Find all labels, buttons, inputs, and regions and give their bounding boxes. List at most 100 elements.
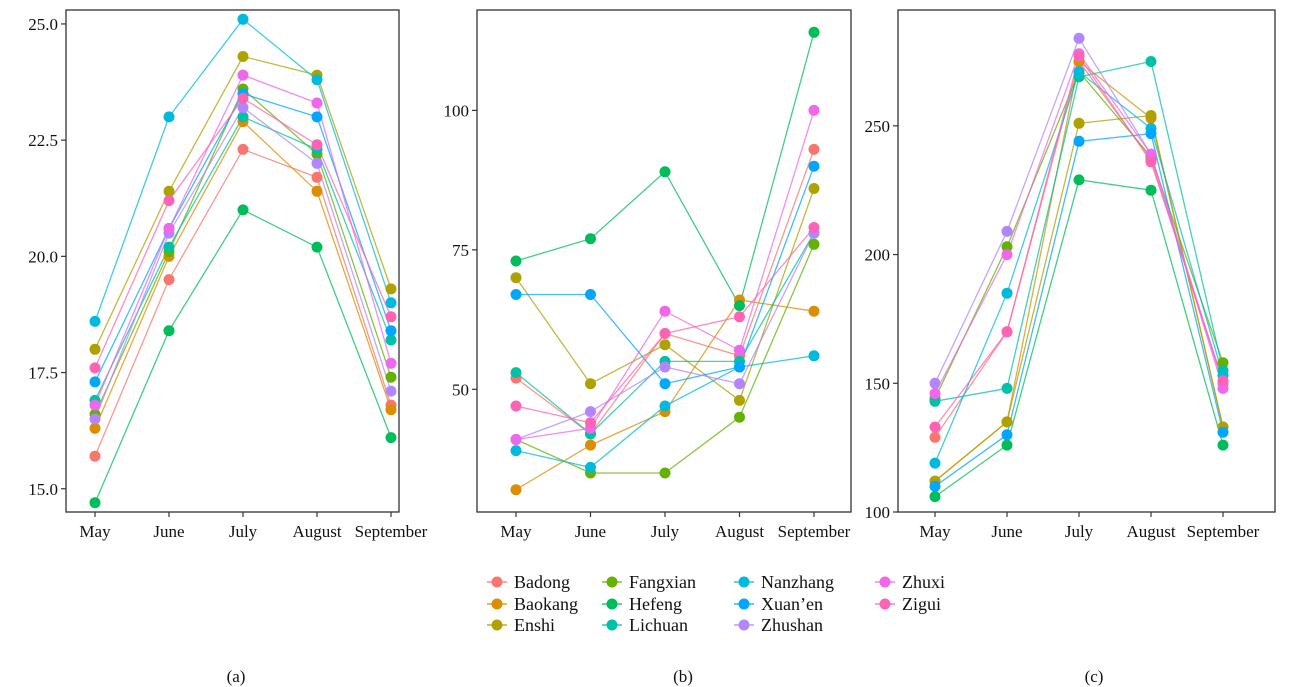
data-point (585, 289, 596, 300)
legend-dot-swatch (491, 598, 503, 610)
data-point (1145, 156, 1157, 168)
data-point (311, 185, 323, 197)
data-point (163, 195, 175, 207)
y-tick-label: 100 (444, 101, 470, 120)
data-point (311, 157, 323, 169)
x-tick-label: July (651, 522, 680, 541)
data-point (89, 422, 101, 434)
data-point (585, 406, 596, 418)
x-tick-label: August (715, 522, 764, 541)
data-point (163, 223, 175, 234)
data-point (659, 339, 671, 351)
data-point (510, 272, 522, 284)
legend-item: Xuan’en (734, 594, 823, 614)
legend-dot-swatch (491, 576, 503, 588)
y-tick-label: 75 (452, 241, 469, 260)
data-point (163, 111, 175, 123)
data-point (89, 376, 101, 388)
data-point (237, 143, 249, 155)
legend-label: Zhuxi (902, 572, 945, 592)
data-point (1073, 174, 1085, 186)
data-point (510, 445, 522, 457)
data-point (311, 139, 323, 151)
legend-label: Badong (514, 572, 570, 592)
panel-caption: (c) (1085, 667, 1104, 686)
data-point (659, 328, 671, 339)
data-point (1145, 56, 1157, 67)
data-point (734, 361, 745, 373)
data-point (311, 74, 323, 86)
data-point (385, 404, 397, 416)
data-point (929, 395, 941, 407)
data-point (929, 491, 941, 503)
y-tick-label: 22.5 (28, 131, 58, 150)
legend-label: Enshi (514, 615, 555, 635)
data-point (1001, 326, 1013, 338)
legend-item: Fangxian (602, 572, 696, 592)
data-point (1073, 117, 1085, 129)
y-tick-label: 100 (865, 503, 891, 522)
y-tick-label: 200 (865, 246, 891, 265)
data-point (237, 13, 249, 25)
data-point (1217, 439, 1229, 451)
x-tick-label: August (1126, 522, 1175, 541)
y-tick-label: 25.0 (28, 15, 58, 34)
data-point (385, 371, 397, 383)
legend-item: Enshi (487, 615, 555, 635)
panel-caption: (a) (227, 667, 246, 686)
data-point (585, 233, 596, 245)
data-point (734, 394, 745, 406)
data-point (659, 378, 671, 390)
data-point (808, 183, 820, 194)
data-point (659, 305, 671, 317)
data-point (929, 377, 941, 389)
y-tick-label: 50 (452, 380, 469, 399)
data-point (734, 378, 745, 390)
legend-dot-swatch (606, 598, 618, 610)
legend-label: Xuan’en (761, 594, 823, 614)
x-tick-label: September (1187, 522, 1260, 541)
legend-dot-swatch (879, 576, 891, 588)
data-point (237, 204, 249, 216)
data-point (734, 411, 745, 423)
data-point (510, 400, 522, 412)
data-point (929, 388, 941, 400)
series-line-lichuan (934, 60, 1224, 402)
plot-frame (897, 9, 1276, 513)
data-point (929, 457, 941, 469)
data-point (1001, 416, 1013, 428)
data-point (1217, 375, 1229, 387)
data-point (1217, 357, 1229, 369)
legend-dot-swatch (879, 598, 891, 610)
plot-frame (476, 9, 852, 513)
data-point (929, 421, 941, 433)
legend-item: Zhushan (734, 615, 823, 635)
legend-item: Zhuxi (875, 572, 945, 592)
data-point (311, 241, 323, 253)
data-point (929, 480, 941, 492)
data-point (1073, 50, 1085, 62)
data-point (510, 434, 522, 445)
data-point (510, 255, 522, 267)
data-point (163, 241, 175, 253)
data-point (659, 400, 671, 412)
data-point (1001, 429, 1013, 441)
data-point (1001, 382, 1013, 394)
data-point (163, 325, 175, 337)
data-point (734, 311, 745, 323)
legend-dot-swatch (606, 576, 618, 588)
data-point (385, 357, 397, 369)
legend-dot-swatch (606, 619, 618, 631)
data-point (1001, 241, 1013, 253)
data-point (237, 102, 249, 114)
data-point (1145, 128, 1157, 140)
data-point (385, 311, 397, 323)
data-point (89, 343, 101, 355)
data-point (163, 185, 175, 197)
y-tick-label: 150 (865, 374, 891, 393)
data-point (1145, 148, 1157, 160)
series-line-fangxian (94, 87, 392, 415)
data-point (1217, 382, 1229, 394)
